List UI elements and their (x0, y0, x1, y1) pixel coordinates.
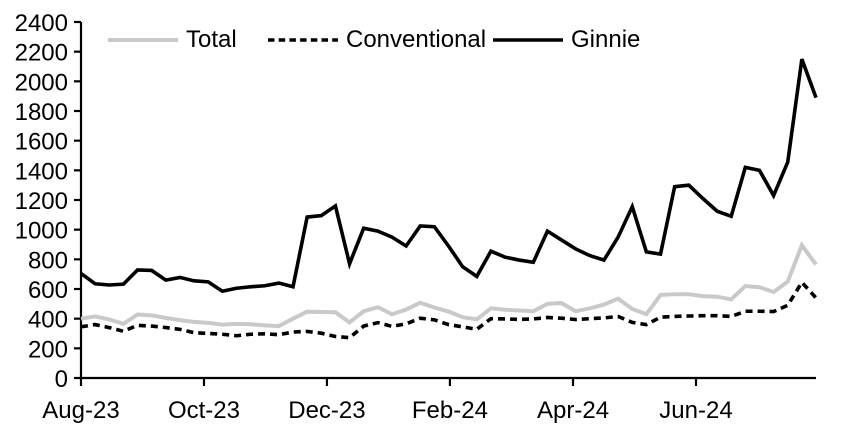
y-tick-label: 200 (28, 336, 68, 363)
y-tick-label: 600 (28, 277, 68, 304)
x-tick-label: Dec-23 (288, 397, 365, 424)
series-line-conventional (80, 279, 818, 340)
y-tick-label: 0 (55, 366, 68, 393)
x-tick-label: Oct-23 (168, 397, 240, 424)
y-tick-label: 2200 (15, 40, 68, 67)
y-tick-label: 1200 (15, 188, 68, 215)
y-tick-label: 1000 (15, 218, 68, 245)
x-tick-label: Apr-24 (537, 397, 609, 424)
series-line-total (80, 241, 818, 329)
y-tick-label: 800 (28, 247, 68, 274)
x-tick-label: Jun-24 (659, 397, 732, 424)
x-tick-label: Feb-24 (412, 397, 488, 424)
y-tick-label: 1400 (15, 158, 68, 185)
series-line-ginnie (79, 58, 818, 294)
y-tick-label: 2000 (15, 69, 68, 96)
y-tick-label: 1800 (15, 99, 68, 126)
y-tick-label: 400 (28, 307, 68, 334)
y-tick-label: 1600 (15, 129, 68, 156)
y-tick-label: 2400 (15, 10, 68, 37)
x-tick-label: Aug-23 (42, 397, 119, 424)
